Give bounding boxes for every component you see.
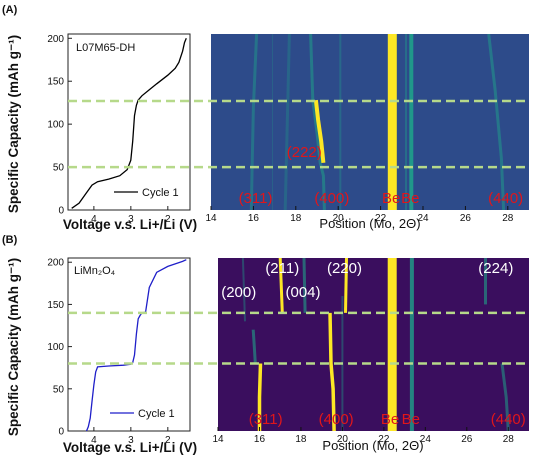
y-tick-label-a: 0 bbox=[58, 206, 64, 217]
voltage-plot-b bbox=[67, 257, 191, 432]
peak-trace-b bbox=[344, 258, 348, 313]
legend-label-a: Cycle 1 bbox=[142, 187, 179, 199]
heat-x-tick-label-b: 22 bbox=[378, 434, 390, 445]
x-axis-label-position-a: Position (Mo, 2Θ) bbox=[319, 216, 420, 231]
heat-x-tick-label-b: 14 bbox=[212, 434, 224, 445]
heat-x-tick-label-a: 20 bbox=[333, 213, 345, 224]
peak-label-b: (200) bbox=[221, 284, 256, 301]
x-tick-label-a: 4 bbox=[91, 214, 97, 225]
peak-trace-b bbox=[328, 312, 336, 431]
heat-x-tick-label-a: 26 bbox=[460, 213, 472, 224]
peak-trace-a bbox=[313, 99, 326, 164]
x-tick-label-b: 3 bbox=[128, 435, 134, 446]
peak-trace-a bbox=[283, 34, 291, 210]
panel-label-b: (B) bbox=[2, 234, 18, 246]
sample-label-a: L07M65-DH bbox=[76, 42, 135, 54]
x-tick-label-a: 3 bbox=[128, 214, 134, 225]
y-tick-label-a: 200 bbox=[47, 34, 64, 45]
heatmap-a bbox=[211, 34, 529, 210]
heat-x-tick-label-b: 24 bbox=[420, 434, 432, 445]
x-axis-label-voltage-a: Voltage v.s. Li+/Li (V) bbox=[63, 217, 197, 232]
heat-x-tick-label-b: 16 bbox=[254, 434, 266, 445]
peak-label-b: (311) bbox=[249, 411, 283, 428]
y-tick-label-b: 150 bbox=[47, 300, 64, 311]
heat-x-tick-label-a: 16 bbox=[248, 213, 260, 224]
y-tick-label-a: 50 bbox=[53, 163, 65, 174]
peak-label-b: (211) bbox=[265, 260, 299, 277]
y-axis-label-a: Specific Capacity (mAh g⁻¹) bbox=[6, 35, 21, 213]
x-axis-label-position-b: Position (Mo, 2Θ) bbox=[322, 438, 423, 453]
peak-label-b: (440) bbox=[491, 411, 526, 428]
peak-label-a: Be bbox=[401, 190, 419, 207]
peak-label-b: (400) bbox=[319, 411, 354, 428]
peak-label-a: (400) bbox=[314, 190, 349, 207]
peak-trace-a bbox=[487, 34, 506, 210]
heat-x-tick-label-a: 14 bbox=[205, 213, 217, 224]
heat-x-tick-label-a: 22 bbox=[375, 213, 387, 224]
heat-x-tick-label-a: 24 bbox=[417, 213, 429, 224]
charge-curve-a bbox=[71, 38, 187, 209]
heatmap-b bbox=[218, 258, 529, 431]
y-tick-label-b: 50 bbox=[53, 384, 65, 395]
peak-label-a: Be bbox=[382, 190, 400, 207]
peak-trace-a bbox=[249, 34, 259, 210]
y-tick-label-b: 100 bbox=[47, 342, 64, 353]
sample-label-b: LiMn₂O₄ bbox=[74, 265, 116, 277]
peak-label-b: Be bbox=[381, 411, 399, 428]
peak-label-a: (440) bbox=[488, 190, 523, 207]
peak-trace-b bbox=[251, 329, 257, 364]
x-tick-label-b: 4 bbox=[91, 435, 97, 446]
peak-trace-b bbox=[257, 363, 263, 431]
peak-trace-b bbox=[302, 258, 307, 313]
peak-label-a: (222) bbox=[287, 144, 322, 161]
peak-label-b: (220) bbox=[327, 260, 362, 277]
x-tick-label-b: 2 bbox=[165, 435, 171, 446]
x-tick-label-a: 2 bbox=[165, 214, 171, 225]
heat-x-tick-label-b: 18 bbox=[295, 434, 307, 445]
peak-trace-b bbox=[500, 363, 510, 431]
peak-trace-b bbox=[241, 258, 246, 322]
heat-x-tick-label-a: 28 bbox=[502, 213, 514, 224]
peak-label-b: (004) bbox=[285, 284, 320, 301]
heat-x-tick-label-b: 20 bbox=[337, 434, 349, 445]
voltage-plot-a bbox=[67, 33, 191, 211]
y-tick-label-a: 150 bbox=[47, 77, 64, 88]
heat-x-tick-label-b: 28 bbox=[503, 434, 515, 445]
peak-label-a: (311) bbox=[239, 190, 273, 207]
peak-trace-a bbox=[309, 34, 326, 210]
heat-x-tick-label-a: 18 bbox=[290, 213, 302, 224]
x-axis-label-voltage-b: Voltage v.s. Li+/Li (V) bbox=[63, 440, 197, 455]
charge-curve-b bbox=[85, 259, 187, 432]
peak-trace-b bbox=[278, 258, 284, 313]
y-axis-label-b: Specific Capacity (mAh g⁻¹) bbox=[6, 258, 21, 436]
heat-x-tick-label-b: 26 bbox=[461, 434, 473, 445]
y-tick-label-a: 100 bbox=[47, 120, 64, 131]
peak-label-b: (224) bbox=[478, 260, 513, 277]
legend-label-b: Cycle 1 bbox=[138, 408, 175, 420]
peak-label-b: Be bbox=[402, 411, 420, 428]
panel-label-a: (A) bbox=[2, 4, 18, 16]
y-tick-label-b: 200 bbox=[47, 258, 64, 269]
y-tick-label-b: 0 bbox=[58, 427, 64, 438]
